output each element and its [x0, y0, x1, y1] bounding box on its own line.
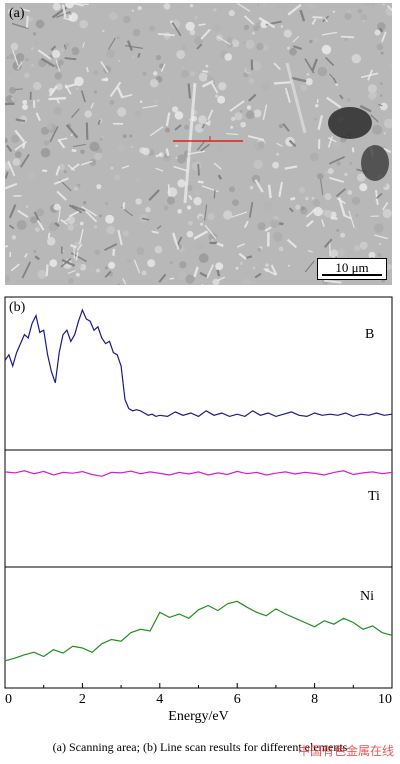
- series-label-b: B: [365, 327, 374, 342]
- x-tick-label: 2: [79, 692, 86, 707]
- figure-caption: (a) Scanning area; (b) Line scan results…: [52, 740, 348, 754]
- panel-a-label: (a): [9, 6, 25, 21]
- x-tick-label: 0: [5, 692, 12, 707]
- x-tick-label: 8: [311, 692, 318, 707]
- line-scan-chart: B Ti Ni 0 2 4 6 8 10 Energy/eV: [4, 296, 393, 724]
- sem-micrograph: [5, 3, 392, 285]
- scale-bar: 10 μm: [317, 258, 387, 280]
- series-line-b: [4, 308, 393, 418]
- series-label-ni: Ni: [360, 589, 374, 604]
- series-label-ti: Ti: [368, 489, 380, 504]
- series-line-ti: [4, 470, 393, 477]
- chart-frame: [4, 296, 393, 689]
- x-tick-label: 6: [234, 692, 241, 707]
- watermark: 中国有色金属在线: [297, 744, 394, 758]
- series-line-ni: [4, 600, 393, 662]
- scale-bar-line: [322, 274, 382, 276]
- x-axis-label: Energy/eV: [168, 709, 228, 724]
- x-tick-label: 10: [378, 692, 392, 707]
- sem-image: [5, 3, 392, 285]
- scale-bar-text: 10 μm: [335, 260, 369, 275]
- panel-b-label: (b): [9, 300, 26, 315]
- x-tick-label: 4: [156, 692, 163, 707]
